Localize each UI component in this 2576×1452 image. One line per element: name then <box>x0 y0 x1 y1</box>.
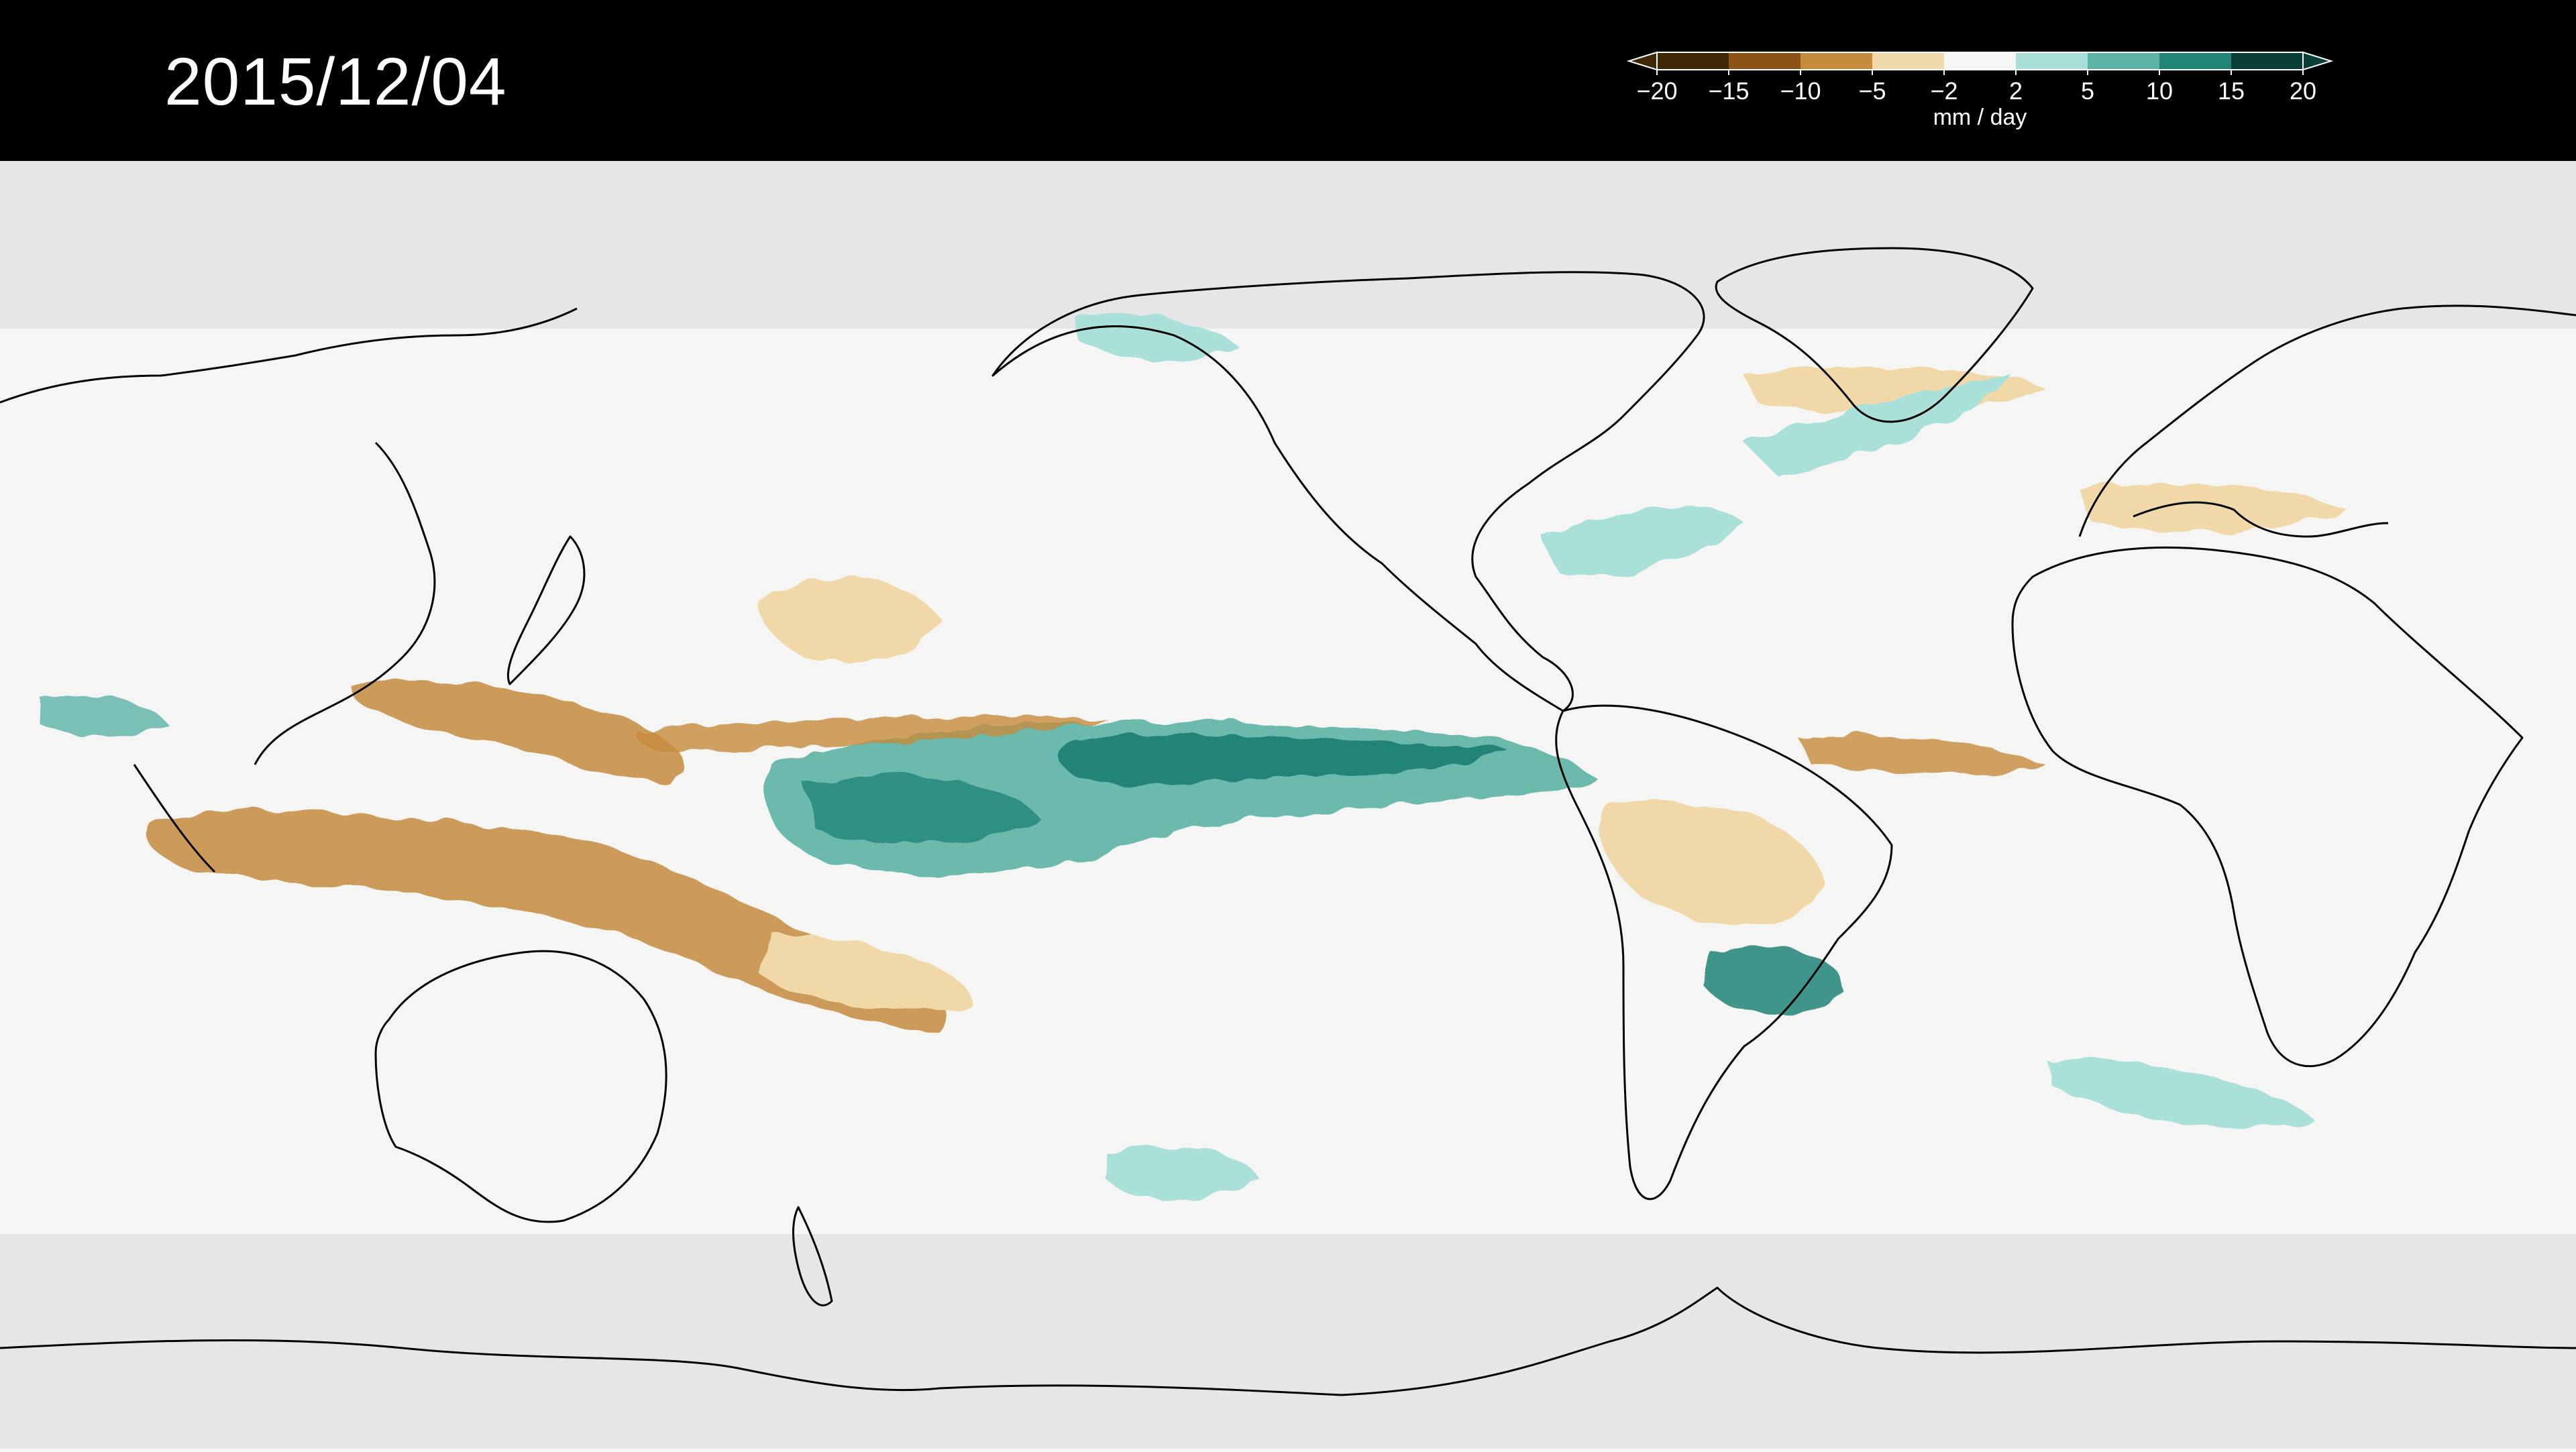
dry-anomaly-south-pacific <box>758 932 973 1011</box>
coastline-asia <box>0 307 578 873</box>
wet-anomaly-gulf-stream <box>1543 508 1744 575</box>
dry-anomaly-itcz <box>636 718 1107 751</box>
colorbar-tick-label: −10 <box>1780 77 1821 105</box>
colorbar-tick-label: −5 <box>1858 77 1886 105</box>
wet-anomaly-southern-ocean-pacific <box>1107 1147 1261 1200</box>
coastlines <box>0 247 2576 1396</box>
colorbar-tick-label: 10 <box>2146 77 2173 105</box>
anomaly-fields <box>40 313 2348 1200</box>
coastline-africa <box>2011 546 2524 1068</box>
colorbar-tick-label: 2 <box>2009 77 2023 105</box>
dry-anomaly-south-america <box>1601 801 1825 925</box>
colorbar-segment <box>1729 52 1801 70</box>
date-label: 2015/12/04 <box>164 44 507 119</box>
coastline-north-america <box>991 271 1705 712</box>
colorbar: −20 −15 −10 −5 −2 2 5 10 15 20 mm / day <box>1626 51 2334 130</box>
colorbar-legend: −20 −15 −10 −5 −2 2 5 10 15 20 mm / day <box>1623 40 2355 148</box>
precipitation-anomaly-map <box>0 161 2576 1449</box>
header-bar: 2015/12/04 −20 −15 −10 −5 −2 2 5 10 15 20 mm / day <box>0 0 2576 161</box>
wet-anomaly-north-atlantic <box>1744 376 2012 476</box>
coastline-japan <box>506 535 586 685</box>
colorbar-segment <box>1657 52 1729 70</box>
colorbar-tick-label: 5 <box>2081 77 2094 105</box>
colorbar-tick-label: −20 <box>1636 77 1677 105</box>
arctic-mask <box>0 161 2576 329</box>
wet-anomaly-indian-ocean <box>40 695 168 737</box>
wet-anomaly-central <box>805 775 1040 844</box>
wet-anomaly-south-atlantic <box>1704 947 1845 1015</box>
colorbar-tick-label: −15 <box>1708 77 1749 105</box>
colorbar-segment <box>1944 52 2016 70</box>
colorbar-outline <box>1656 52 2304 70</box>
wet-anomaly-southern-ocean-atlantic <box>2046 1058 2314 1127</box>
colorbar-unit-label: mm / day <box>1933 105 2027 130</box>
coastline-australia <box>374 950 667 1223</box>
wet-anomaly-core <box>1060 735 1509 785</box>
colorbar-segment <box>2159 52 2231 70</box>
dry-anomaly-maritime <box>145 809 949 1033</box>
antarctic-mask <box>0 1234 2576 1449</box>
colorbar-segment <box>2231 52 2303 70</box>
coastline-europe <box>2078 304 2576 538</box>
coastline-south-america <box>1555 704 1893 1200</box>
dry-anomaly-western-pacific <box>349 679 684 785</box>
map-canvas <box>0 161 2576 1449</box>
dry-anomaly-north-pacific <box>762 576 939 662</box>
colorbar-extend-low <box>1626 51 1658 71</box>
colorbar-segment <box>1801 52 1872 70</box>
dry-anomaly-mediterranean <box>2080 483 2348 533</box>
colorbar-tick-label: 20 <box>2290 77 2316 105</box>
colorbar-extend-high <box>2302 51 2334 71</box>
coastline-antarctica <box>0 1286 2576 1396</box>
coastline-new-zealand <box>792 1206 833 1306</box>
dry-anomaly-atlantic <box>1798 735 2046 775</box>
colorbar-segment <box>2088 52 2159 70</box>
colorbar-tick-label: −2 <box>1930 77 1957 105</box>
colorbar-tick-label: 15 <box>2218 77 2245 105</box>
coastline-greenland <box>1715 247 2034 423</box>
colorbar-segment <box>1872 52 1944 70</box>
colorbar-segment <box>2016 52 2088 70</box>
